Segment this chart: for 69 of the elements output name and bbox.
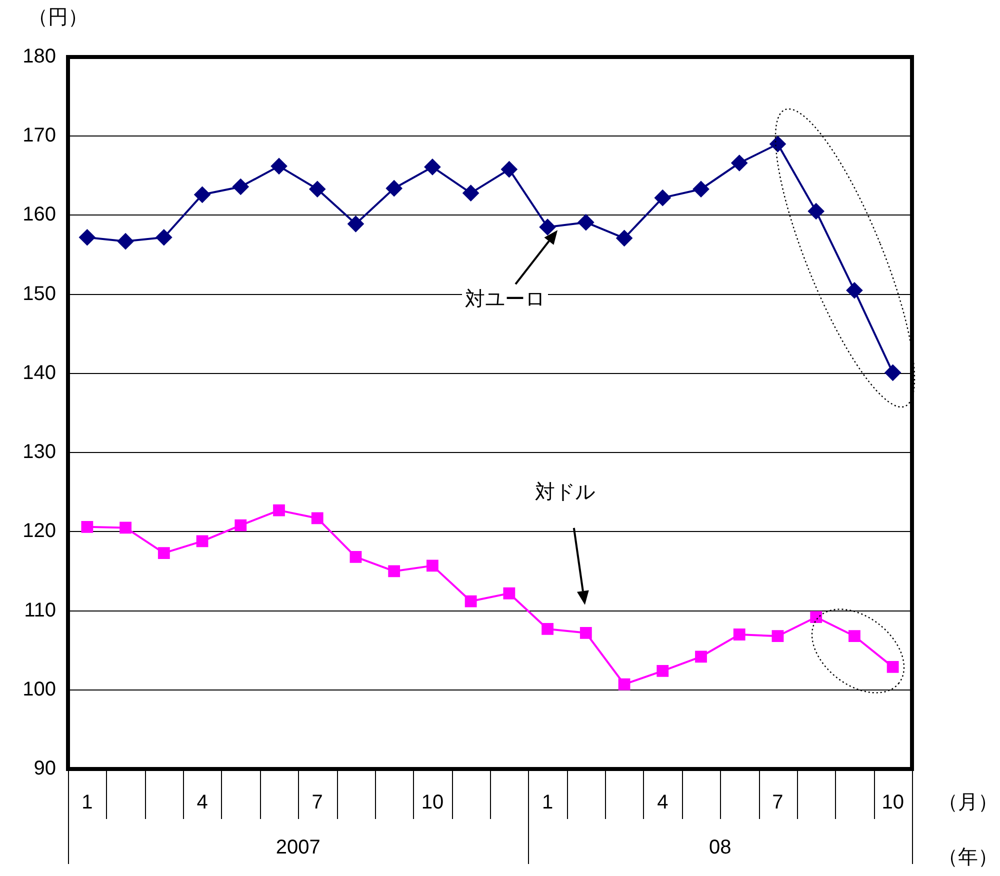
point (348, 216, 364, 232)
point (580, 626, 592, 639)
y-tick-label: 160 (22, 204, 56, 226)
x-tick-label: 4 (196, 792, 208, 814)
point (733, 628, 746, 640)
y-tick-label: 170 (22, 124, 56, 147)
text: （年） (938, 846, 998, 869)
point (311, 512, 324, 524)
point (578, 214, 594, 230)
point (79, 229, 96, 246)
point (118, 233, 134, 250)
point (731, 155, 748, 172)
point (232, 178, 249, 195)
point (501, 161, 518, 178)
point (386, 180, 402, 196)
point (654, 190, 671, 206)
y-tick-label: 100 (22, 678, 56, 700)
y-tick-label: 90 (34, 758, 56, 780)
point (194, 186, 210, 203)
x-tick-label: 4 (657, 792, 668, 814)
point (81, 520, 94, 533)
point (156, 229, 172, 246)
point (810, 611, 822, 624)
annotation: 対ドル (535, 482, 595, 504)
point (656, 664, 669, 677)
x-tick-label: 7 (312, 792, 323, 814)
x-tick-label: 7 (772, 792, 784, 814)
point (426, 560, 438, 572)
point (772, 630, 784, 642)
point (542, 623, 554, 635)
y-tick-label: 140 (22, 362, 56, 384)
point (309, 181, 326, 198)
point (618, 678, 630, 690)
y-tick-label: 180 (22, 46, 56, 68)
point (846, 282, 862, 298)
text: 08 (709, 836, 732, 859)
point (693, 181, 709, 198)
point (616, 230, 632, 246)
point (848, 630, 860, 642)
point (770, 136, 786, 152)
point (886, 660, 899, 673)
point (424, 158, 440, 175)
y-tick-label: 130 (22, 441, 56, 464)
text: （月） (938, 792, 998, 814)
x-tick-label: 1 (542, 792, 554, 814)
y-tick-label: 120 (22, 520, 56, 542)
point (350, 551, 362, 563)
text: 2007 (276, 836, 320, 859)
x-tick-label: 10 (882, 792, 904, 814)
point (503, 587, 516, 600)
x-tick-label: 10 (421, 792, 444, 814)
point (695, 650, 707, 663)
y-axis-title: （円） (28, 6, 88, 29)
point (388, 565, 400, 578)
point (540, 219, 556, 236)
point (271, 158, 287, 174)
point (884, 364, 901, 381)
point (158, 547, 170, 559)
point (464, 595, 477, 608)
point (273, 504, 285, 516)
point (234, 519, 247, 532)
point (808, 203, 824, 220)
point (196, 535, 208, 548)
point (462, 185, 479, 202)
x-tick-label: 1 (82, 792, 93, 814)
y-tick-label: 150 (22, 282, 56, 305)
y-tick-label: 110 (24, 599, 56, 622)
point (120, 522, 132, 534)
annotation: 対ユーロ (465, 288, 545, 311)
